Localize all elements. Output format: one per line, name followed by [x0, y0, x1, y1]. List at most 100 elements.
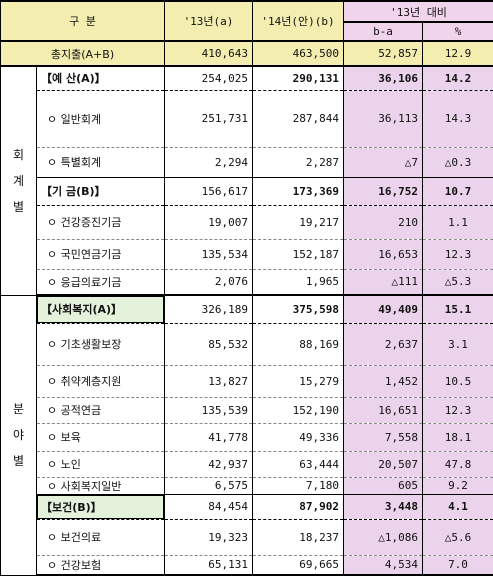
side-label-text: 분 야 별	[12, 402, 25, 468]
cell-2013: 65,131	[164, 555, 253, 576]
cell-2014: 152,187	[252, 239, 344, 270]
total-2014: 463,500	[252, 40, 344, 67]
cell-diff: 7,558	[343, 423, 423, 452]
table-row: ㅇ 노인 42,937 63,444 20,507 47.8	[1, 451, 493, 478]
header-vs2013: '13년 대비	[342, 0, 493, 23]
table-row: 【기 금(B)】 156,617 173,369 16,752 10.7	[1, 176, 493, 206]
table-row: ㅇ 국민연금기금 135,534 152,187 16,653 12.3	[1, 239, 493, 270]
table-row: ㅇ 건강보험 65,131 69,665 4,534 7.0	[1, 555, 493, 576]
table-row: ㅇ 응급의료기금 2,076 1,965 △111 △5.3	[1, 269, 493, 296]
cell-2013: 326,189	[164, 294, 253, 324]
cell-2013: 84,454	[164, 493, 253, 520]
cell-diff: 16,651	[343, 397, 423, 424]
cell-2014: 88,169	[252, 323, 344, 366]
cell-2013: 135,539	[164, 397, 253, 424]
row-label: ㅇ 기초생활보장	[36, 323, 165, 366]
cell-pct: △0.3	[421, 147, 493, 178]
cell-2013: 19,007	[164, 205, 253, 240]
total-pct: 12.9	[421, 40, 493, 67]
cell-2014: 375,598	[252, 294, 344, 324]
row-label: ㅇ 노인	[36, 451, 165, 478]
row-label: ㅇ 보육	[36, 423, 165, 452]
row-label: 【사회복지(A)】	[36, 294, 165, 324]
total-diff: 52,857	[343, 40, 423, 67]
table-row: ㅇ 공적연금 135,539 152,190 16,651 12.3	[1, 397, 493, 424]
row-label: ㅇ 일반회계	[36, 90, 165, 148]
cell-2014: 287,844	[252, 90, 344, 148]
header-2013: '13년(a)	[164, 0, 253, 42]
cell-pct: 10.7	[421, 176, 493, 206]
cell-diff: 605	[343, 477, 423, 495]
cell-diff: 49,409	[343, 294, 423, 324]
cell-2013: 85,532	[164, 323, 253, 366]
table-row: ㅇ 특별회계 2,294 2,287 △7 △0.3	[1, 147, 493, 178]
row-label: 【보건(B)】	[36, 493, 165, 520]
row-label: ㅇ 사회복지일반	[36, 477, 165, 495]
row-label: ㅇ 건강보험	[36, 555, 165, 576]
row-label: 【기 금(B)】	[36, 176, 165, 206]
header-2014: '14년(안)(b)	[252, 0, 344, 42]
side-label-by-account: 회 계 별	[0, 65, 37, 296]
header-diff: b-a	[343, 21, 423, 42]
cell-pct: △5.3	[421, 269, 493, 296]
table-row: 【보건(B)】 84,454 87,902 3,448 4.1	[1, 493, 493, 520]
cell-diff: 3,448	[343, 493, 423, 520]
table-row: ㅇ 기초생활보장 85,532 88,169 2,637 3.1	[1, 323, 493, 366]
cell-2013: 251,731	[164, 90, 253, 148]
cell-pct: 14.2	[421, 65, 493, 91]
cell-pct: 15.1	[421, 294, 493, 324]
cell-2013: 2,294	[164, 147, 253, 178]
cell-2013: 19,323	[164, 519, 253, 556]
table-row: ㅇ 보건의료 19,323 18,237 △1,086 △5.6	[1, 519, 493, 556]
cell-2013: 156,617	[164, 176, 253, 206]
side-label-text: 회 계 별	[12, 147, 25, 214]
cell-pct: 18.1	[421, 423, 493, 452]
cell-2014: 18,237	[252, 519, 344, 556]
cell-2014: 15,279	[252, 365, 344, 398]
cell-pct: 10.5	[421, 365, 493, 398]
row-label: ㅇ 취약계층지원	[36, 365, 165, 398]
cell-2014: 290,131	[252, 65, 344, 91]
cell-2013: 2,076	[164, 269, 253, 296]
cell-2014: 152,190	[252, 397, 344, 424]
row-label: ㅇ 특별회계	[36, 147, 165, 178]
cell-pct: 7.0	[421, 555, 493, 576]
cell-2014: 1,965	[252, 269, 344, 296]
cell-2014: 7,180	[252, 477, 344, 495]
total-2013: 410,643	[164, 40, 253, 67]
cell-pct: 47.8	[421, 451, 493, 478]
cell-2013: 6,575	[164, 477, 253, 495]
total-label: 총지출(A+B)	[0, 40, 165, 67]
row-label: ㅇ 공적연금	[36, 397, 165, 424]
table-row: ㅇ 보육 41,778 49,336 7,558 18.1	[1, 423, 493, 452]
cell-2014: 2,287	[252, 147, 344, 178]
header-pct: %	[421, 21, 493, 42]
cell-2014: 87,902	[252, 493, 344, 520]
cell-2013: 254,025	[164, 65, 253, 91]
total-row: 총지출(A+B) 410,643 463,500 52,857 12.9	[0, 40, 493, 67]
cell-diff: 20,507	[343, 451, 423, 478]
header-category: 구 분	[0, 0, 165, 42]
row-label: ㅇ 보건의료	[36, 519, 165, 556]
row-label: ㅇ 응급의료기금	[36, 269, 165, 296]
table-row: ㅇ 사회복지일반 6,575 7,180 605 9.2	[1, 477, 493, 495]
side-label-by-sector: 분 야 별	[0, 294, 37, 576]
cell-diff: 16,653	[343, 239, 423, 270]
cell-diff: △7	[343, 147, 423, 178]
cell-diff: 210	[343, 205, 423, 240]
cell-diff: △111	[343, 269, 423, 296]
cell-2014: 19,217	[252, 205, 344, 240]
cell-2013: 135,534	[164, 239, 253, 270]
table-row: 분 야 별 【사회복지(A)】 326,189 375,598 49,409 1…	[0, 294, 493, 576]
cell-diff: 2,637	[343, 323, 423, 366]
cell-2013: 42,937	[164, 451, 253, 478]
row-label: ㅇ 국민연금기금	[36, 239, 165, 270]
cell-2014: 173,369	[252, 176, 344, 206]
cell-2014: 49,336	[252, 423, 344, 452]
cell-diff: 4,534	[343, 555, 423, 576]
table-row: 회 계 별 【예 산(A)】 254,025 290,131 36,106 14…	[0, 65, 493, 296]
cell-pct: 3.1	[421, 323, 493, 366]
header-row-1: 구 분 '13년(a) '14년(안)(b) '13년 대비	[0, 0, 493, 42]
table-row: ㅇ 건강증진기금 19,007 19,217 210 1.1	[1, 205, 493, 240]
